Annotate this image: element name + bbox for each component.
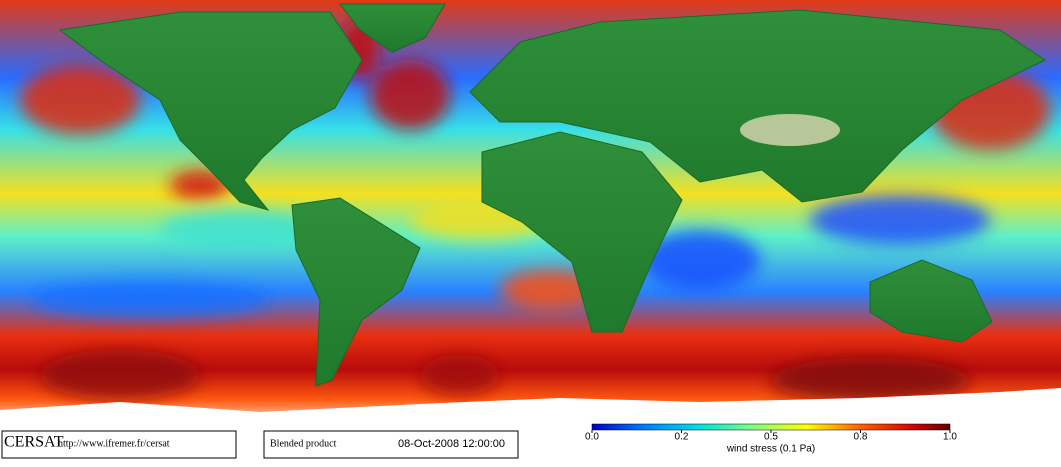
colorbar-tick-label: 0.5 xyxy=(764,432,778,443)
timestamp: 08-Oct-2008 12:00:00 xyxy=(398,438,505,450)
eurasia xyxy=(469,9,1047,203)
url: http://www.ifremer.fr/cersat xyxy=(58,438,170,449)
footer: CERSAT http://www.ifremer.fr/cersat Blen… xyxy=(0,423,1061,462)
land xyxy=(58,3,1047,387)
product-box xyxy=(263,430,519,459)
north-america xyxy=(58,11,363,211)
antarctica xyxy=(0,388,1061,430)
colorbar-tick-label: 1.0 xyxy=(943,432,957,443)
tibet xyxy=(740,114,840,146)
greenland xyxy=(338,3,446,53)
colorbar-tick-label: 0.0 xyxy=(585,432,599,443)
product-name: Blended product xyxy=(270,438,337,449)
logo-box xyxy=(1,430,237,459)
colorbar-tick-label: 0.2 xyxy=(675,432,689,443)
south-america xyxy=(291,197,421,387)
colorbar-label: wind stress (0.1 Pa) xyxy=(726,444,815,455)
colorbar xyxy=(591,423,951,431)
colorbar-ticks: 0.0 0.2 0.5 0.8 1.0 xyxy=(585,430,957,443)
colorbar-tick-label: 0.8 xyxy=(854,432,868,443)
logo: CERSAT xyxy=(4,434,64,451)
australia xyxy=(869,259,993,343)
africa xyxy=(481,131,683,333)
